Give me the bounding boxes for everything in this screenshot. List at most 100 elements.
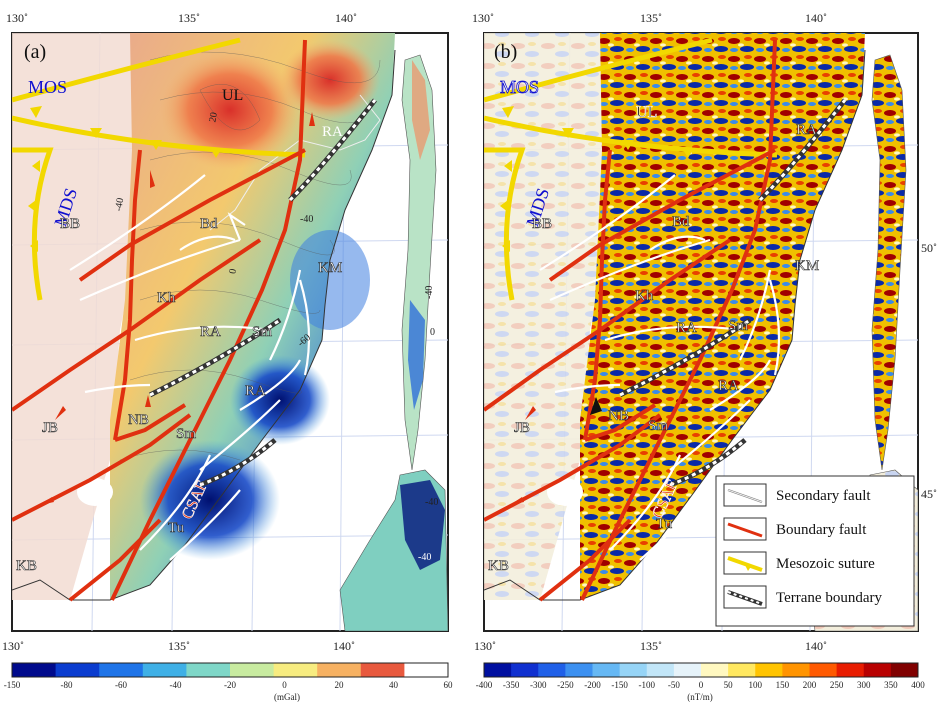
region-label-sm: Sm (728, 318, 748, 334)
lake-khanka (547, 478, 583, 506)
colorbar-tick: -150 (4, 680, 21, 690)
colorbar-tick: -50 (668, 680, 680, 690)
region-label-ra: RA (200, 324, 221, 340)
region-label-ra: RA (245, 383, 266, 399)
colorbar-tick: 0 (282, 680, 287, 690)
coastline (484, 49, 866, 601)
sakhalin-low (408, 300, 425, 410)
secondary-faults (539, 174, 781, 561)
colorbar-swatch (317, 663, 362, 677)
lat-tick: 45˚ (921, 487, 937, 501)
region-label-ul: UL (222, 87, 243, 104)
colorbar-swatch (646, 663, 675, 677)
colorbar-swatch (99, 663, 144, 677)
region-label-kb: KB (488, 558, 509, 574)
mesozoic-suture-icon (723, 551, 767, 575)
region-label-ra: RA (718, 378, 739, 394)
region-label-tu: Tu (656, 516, 673, 532)
panel-a: (a) MOS MDS UL RA BB Bd KM Kh RA Sm RA N… (2, 11, 449, 653)
colorbar-tick: -100 (639, 680, 656, 690)
panel-label: (a) (24, 41, 46, 63)
coastline (12, 49, 396, 601)
colorbar-swatch (863, 663, 892, 677)
colorbar-unit: (mGal) (274, 692, 300, 702)
region-label-bd: Bd (200, 216, 218, 232)
contour-label: -40 (418, 552, 431, 563)
colorbar-tick: -80 (61, 680, 73, 690)
region-label-sm: Sm (176, 426, 196, 442)
colorbar-swatch (836, 663, 865, 677)
colorbar-swatch (782, 663, 810, 677)
colorbar-swatch (755, 663, 783, 677)
colorbar-tick: 150 (776, 680, 790, 690)
legend-label: Secondary fault (776, 488, 871, 504)
colorbar-swatch (673, 663, 702, 677)
lon-tick-top: 130˚ (6, 11, 28, 25)
contour-label: 0 (430, 327, 435, 338)
contour-label: 0 (227, 268, 239, 275)
colorbar-tick: 20 (335, 680, 345, 690)
contour-label: -40 (424, 286, 435, 299)
legend-label: Boundary fault (776, 522, 867, 538)
contour-label: -40 (425, 497, 438, 508)
mesozoic-suture (484, 37, 778, 301)
region-label-sm: Sm (252, 324, 272, 340)
colorbar-swatch (12, 663, 57, 677)
colorbar-swatch (186, 663, 231, 677)
sakhalin-island (871, 54, 907, 471)
sakhalin-high (412, 60, 430, 160)
panel-label: (b) (494, 41, 517, 63)
colorbar-swatch (484, 663, 512, 677)
pale-land-west (484, 33, 670, 600)
lon-tick-top: 130˚ (472, 11, 494, 25)
fault-arrows (510, 406, 536, 505)
colorbar-swatch (142, 663, 187, 677)
contour-label: -40 (113, 197, 126, 212)
gravity-high (160, 50, 300, 170)
region-label-mos: MOS (500, 77, 539, 97)
pale-land-west (12, 33, 200, 600)
colorbar-b: -400 -350 -300 -250 -200 -150 -100 -50 0 50 100 150… (476, 662, 925, 690)
river (209, 94, 381, 231)
region-label-bd: Bd (672, 214, 690, 230)
panel-a-labels: (a) MOS MDS UL RA BB Bd KM Kh RA Sm RA N… (16, 41, 439, 574)
colorbar-tick: 0 (699, 680, 704, 690)
colorbar-swatch (701, 663, 729, 677)
colorbar-tick: 100 (749, 680, 763, 690)
region-label-nb: NB (128, 412, 149, 428)
colorbar-tick: -60 (115, 680, 127, 690)
region-label-sm: Sm (648, 418, 668, 434)
terrane-boundaries (148, 98, 377, 488)
lake-khanka (77, 478, 113, 506)
region-label-nb: NB (608, 408, 629, 424)
lon-tick-top: 135˚ (640, 11, 662, 25)
region-label-ul: UL (636, 104, 657, 121)
terrane-boundaries (618, 98, 847, 488)
colorbar-tick: -350 (503, 680, 520, 690)
panel-b-labels: (b) MOS MDS UL RA BB Bd KM Kh RA Sm RA N… (488, 41, 820, 574)
colorbar-frame (11, 662, 449, 678)
secondary-faults (69, 174, 311, 561)
colorbar-tick: -200 (584, 680, 601, 690)
lon-tick-bottom: 135˚ (640, 639, 662, 653)
colorbar-tick: -250 (557, 680, 574, 690)
colorbar-swatch (728, 663, 756, 677)
colorbar-swatch (55, 663, 100, 677)
colorbar-swatch (538, 663, 566, 677)
legend-label: Terrane boundary (776, 590, 882, 606)
lon-tick-bottom: 140˚ (805, 639, 827, 653)
region-label-kh: Kh (157, 290, 176, 306)
colorbar-tick: -150 (611, 680, 628, 690)
legend: Secondary fault Boundary fault Mesozoic … (715, 475, 915, 627)
region-label-kh: Kh (635, 288, 654, 304)
region-label-ra: RA (322, 124, 343, 140)
contour-label: -40 (300, 214, 313, 225)
arrow-icon (590, 397, 602, 415)
colorbar-tick: 50 (724, 680, 734, 690)
region-label-km: KM (318, 260, 342, 276)
colorbar-tick: 60 (444, 680, 454, 690)
lon-tick-top: 135˚ (178, 11, 200, 25)
legend-label: Mesozoic suture (776, 556, 875, 572)
contour-label: 20 (207, 111, 220, 123)
colorbar-swatch (619, 663, 648, 677)
